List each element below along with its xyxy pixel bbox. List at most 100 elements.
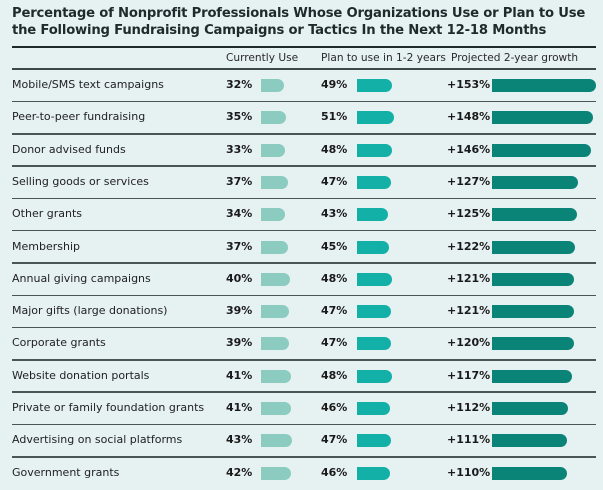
- table-row: Private or family foundation grants 41% 46…: [0, 393, 603, 426]
- row-label: Major gifts (large donations): [12, 304, 168, 318]
- plan-bar: [357, 79, 393, 92]
- row-divider: [12, 456, 596, 458]
- row-divider: [12, 326, 596, 329]
- plan-value: 46%: [321, 401, 348, 414]
- row-divider: [12, 197, 596, 200]
- row-divider: [12, 229, 596, 232]
- plan-value: 51%: [321, 110, 348, 124]
- row-label: Advertising on social platforms: [12, 433, 183, 447]
- current-use-value: 37%: [226, 239, 253, 253]
- current-use-bar: [261, 111, 287, 125]
- row-label: Corporate grants: [12, 336, 106, 350]
- plan-bar: [357, 369, 392, 383]
- title-rule: [12, 46, 596, 48]
- plan-bar: [357, 143, 392, 157]
- plan-bar: [357, 272, 392, 286]
- plan-value: 45%: [321, 239, 348, 253]
- plan-value: 48%: [321, 271, 348, 285]
- column-header-current: Currently Use: [226, 52, 299, 64]
- row-divider: [12, 294, 596, 297]
- current-use-bar: [261, 272, 290, 286]
- growth-bar: [492, 111, 593, 125]
- current-use-value: 32%: [226, 78, 253, 91]
- growth-bar: [492, 208, 577, 222]
- current-use-value: 41%: [226, 401, 253, 414]
- current-use-bar: [261, 79, 285, 92]
- table-row: Selling goods or services 37% 47% +127%: [0, 167, 603, 200]
- row-divider: [12, 359, 596, 361]
- growth-bar: [492, 305, 575, 319]
- table-row: Advertising on social platforms 43% 47% +11…: [0, 425, 603, 458]
- growth-value: +117%: [447, 368, 491, 382]
- row-divider: [12, 391, 596, 393]
- table-row: Peer-to-peer fundraising 35% 51% +148%: [0, 102, 603, 135]
- row-label: Mobile/SMS text campaigns: [12, 78, 164, 91]
- current-use-value: 33%: [226, 142, 253, 156]
- growth-value: +110%: [447, 465, 491, 479]
- growth-value: +121%: [447, 304, 491, 318]
- plan-value: 47%: [321, 336, 348, 350]
- plan-value: 47%: [321, 174, 348, 188]
- growth-bar: [492, 369, 572, 383]
- table-row: Government grants 42% 46% +110%: [0, 458, 603, 490]
- chart-title-line-2: the Following Fundraising Campaigns or T…: [12, 23, 547, 38]
- current-use-value: 40%: [226, 271, 253, 285]
- growth-bar: [492, 402, 569, 415]
- row-label: Membership: [12, 239, 80, 253]
- growth-value: +153%: [447, 78, 491, 91]
- growth-value: +146%: [447, 142, 491, 156]
- current-use-bar: [261, 369, 291, 383]
- row-label: Selling goods or services: [12, 174, 149, 188]
- plan-bar: [357, 111, 394, 125]
- header-rule: [12, 68, 596, 70]
- growth-value: +148%: [447, 110, 491, 124]
- plan-value: 49%: [321, 78, 348, 91]
- growth-value: +127%: [447, 174, 491, 188]
- row-divider: [12, 100, 596, 103]
- row-divider: [12, 262, 596, 264]
- chart-title: Percentage of Nonprofit Professionals Wh…: [12, 5, 597, 39]
- table-row: Donor advised funds 33% 48% +146%: [0, 135, 603, 167]
- growth-bar: [492, 240, 575, 254]
- chart-title-line-1: Percentage of Nonprofit Professionals Wh…: [12, 6, 586, 21]
- growth-bar: [492, 79, 597, 92]
- growth-value: +122%: [447, 239, 491, 253]
- current-use-value: 35%: [226, 110, 253, 124]
- plan-value: 47%: [321, 433, 348, 447]
- current-use-value: 42%: [226, 465, 253, 479]
- current-use-bar: [261, 143, 285, 157]
- plan-value: 48%: [321, 368, 348, 382]
- current-use-bar: [261, 208, 286, 222]
- growth-bar: [492, 466, 567, 480]
- current-use-value: 39%: [226, 336, 253, 350]
- current-use-bar: [261, 305, 290, 319]
- row-divider: [12, 133, 596, 135]
- current-use-bar: [261, 466, 292, 480]
- plan-bar: [357, 240, 390, 254]
- table-row: Mobile/SMS text campaigns 32% 49% +153%: [0, 70, 603, 103]
- growth-bar: [492, 434, 568, 448]
- plan-bar: [357, 305, 391, 319]
- current-use-bar: [261, 434, 292, 448]
- growth-bar: [492, 337, 574, 351]
- plan-bar: [357, 466, 391, 480]
- current-use-bar: [261, 175, 288, 189]
- plan-value: 48%: [321, 142, 348, 156]
- plan-value: 47%: [321, 304, 348, 318]
- row-divider: [12, 165, 596, 167]
- column-header-plan: Plan to use in 1-2 years: [321, 52, 446, 64]
- current-use-value: 34%: [226, 207, 253, 221]
- plan-value: 46%: [321, 465, 348, 479]
- current-use-value: 43%: [226, 433, 253, 447]
- table-row: Other grants 34% 43% +125%: [0, 199, 603, 232]
- current-use-value: 41%: [226, 368, 253, 382]
- table-row: Annual giving campaigns 40% 48% +121%: [0, 264, 603, 297]
- growth-bar: [492, 143, 592, 157]
- table-row: Membership 37% 45% +122%: [0, 232, 603, 264]
- row-label: Donor advised funds: [12, 142, 126, 156]
- row-label: Website donation portals: [12, 368, 150, 382]
- row-label: Other grants: [12, 207, 82, 221]
- plan-bar: [357, 337, 391, 351]
- plan-bar: [357, 402, 391, 415]
- growth-bar: [492, 272, 575, 286]
